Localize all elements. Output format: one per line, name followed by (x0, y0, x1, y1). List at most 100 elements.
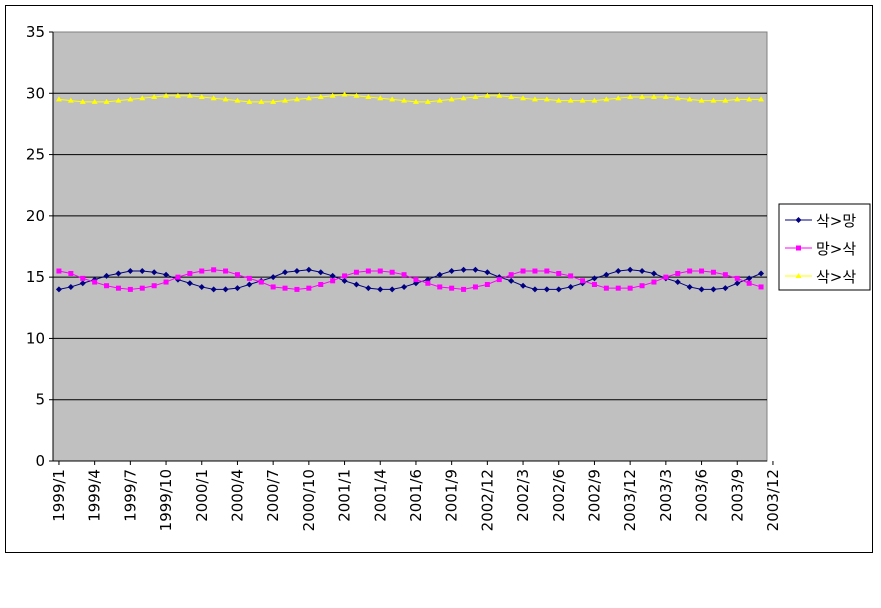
data-point (448, 268, 455, 275)
data-point (650, 93, 657, 99)
data-point (615, 95, 622, 101)
data-point (103, 98, 110, 104)
data-point (187, 270, 193, 276)
data-point (591, 97, 598, 103)
data-point (199, 268, 205, 274)
y-tick-label: 35 (26, 23, 45, 41)
data-point (222, 96, 229, 102)
data-point (174, 92, 181, 98)
data-point (591, 275, 598, 282)
data-point (496, 277, 502, 283)
data-point (151, 283, 157, 289)
data-point (556, 270, 562, 276)
data-point (282, 285, 288, 291)
data-point (674, 95, 681, 101)
data-point (674, 279, 681, 286)
x-tick-label: 2003/6 (693, 469, 711, 522)
y-tick-label: 0 (35, 452, 45, 470)
plot-area (52, 31, 768, 462)
x-tick-label: 2001/4 (371, 469, 389, 522)
legend: 삭>망 망>삭 삭>삭 (778, 203, 871, 291)
data-point (234, 285, 241, 292)
data-point (555, 97, 562, 103)
data-point (329, 92, 336, 98)
data-point (163, 271, 170, 278)
data-point (246, 281, 253, 288)
data-point (639, 93, 646, 99)
data-point (341, 91, 348, 97)
data-point (186, 92, 193, 98)
data-point (627, 285, 633, 291)
data-point (55, 286, 62, 293)
data-point (555, 286, 562, 293)
data-point (603, 96, 610, 102)
data-point (734, 96, 741, 102)
data-point (460, 95, 467, 101)
data-point (353, 269, 359, 275)
data-point (758, 270, 765, 277)
data-point (627, 93, 634, 99)
data-point (55, 96, 62, 102)
data-point (461, 286, 467, 292)
data-point (175, 274, 181, 280)
data-point (318, 281, 324, 287)
data-point (270, 274, 277, 281)
data-point (520, 282, 527, 289)
legend-item-2: 삭>삭 (785, 268, 856, 286)
x-tick-label: 2002/6 (550, 469, 568, 522)
data-point (234, 97, 241, 103)
data-point (615, 268, 622, 275)
data-point (722, 272, 728, 278)
x-tick-label: 2000/7 (264, 469, 282, 522)
data-point (639, 283, 645, 289)
data-point (449, 285, 455, 291)
data-point (127, 268, 134, 275)
x-tick-label: 2000/10 (300, 469, 318, 531)
data-point (722, 285, 729, 292)
data-point (317, 93, 324, 99)
data-point (531, 286, 538, 293)
data-point (151, 93, 158, 99)
data-point (306, 285, 312, 291)
data-point (603, 271, 610, 278)
data-point (67, 283, 74, 290)
legend-item-1: 망>삭 (785, 240, 856, 258)
data-point (710, 286, 717, 293)
data-point (305, 266, 312, 273)
data-point (353, 92, 360, 98)
data-point (246, 98, 253, 104)
data-point (746, 96, 753, 102)
data-point (662, 93, 669, 99)
x-tick-label: 2002/9 (585, 469, 603, 522)
data-point (472, 93, 479, 99)
series-line (58, 94, 762, 103)
x-tick-label: 1999/10 (157, 469, 175, 531)
data-point (91, 98, 98, 104)
data-point (80, 275, 86, 281)
data-point (401, 97, 408, 103)
data-point (294, 286, 300, 292)
data-point (651, 279, 657, 285)
data-point (270, 284, 276, 290)
data-point (198, 283, 205, 290)
data-point (210, 95, 217, 101)
data-point (377, 95, 384, 101)
x-tick-label: 1999/1 (50, 469, 68, 522)
y-tick-label: 5 (35, 391, 45, 409)
data-point (686, 283, 693, 290)
chart-frame: 0 5 10 15 20 25 30 35 1999/1 1999/4 1999/7 1999/10… (5, 5, 873, 553)
data-point (151, 269, 158, 276)
data-point (377, 268, 383, 274)
data-point (484, 281, 490, 287)
x-tick-label: 2003/12 (621, 469, 639, 531)
data-point (758, 96, 765, 102)
series-2 (55, 91, 765, 104)
legend-label: 삭>망 (816, 212, 856, 230)
data-point (567, 283, 574, 290)
legend-item-0: 삭>망 (785, 212, 856, 230)
data-point (127, 286, 133, 292)
legend-label: 망>삭 (816, 240, 856, 258)
data-point (591, 281, 597, 287)
legend-marker-square-icon (796, 245, 801, 251)
data-point (389, 96, 396, 102)
